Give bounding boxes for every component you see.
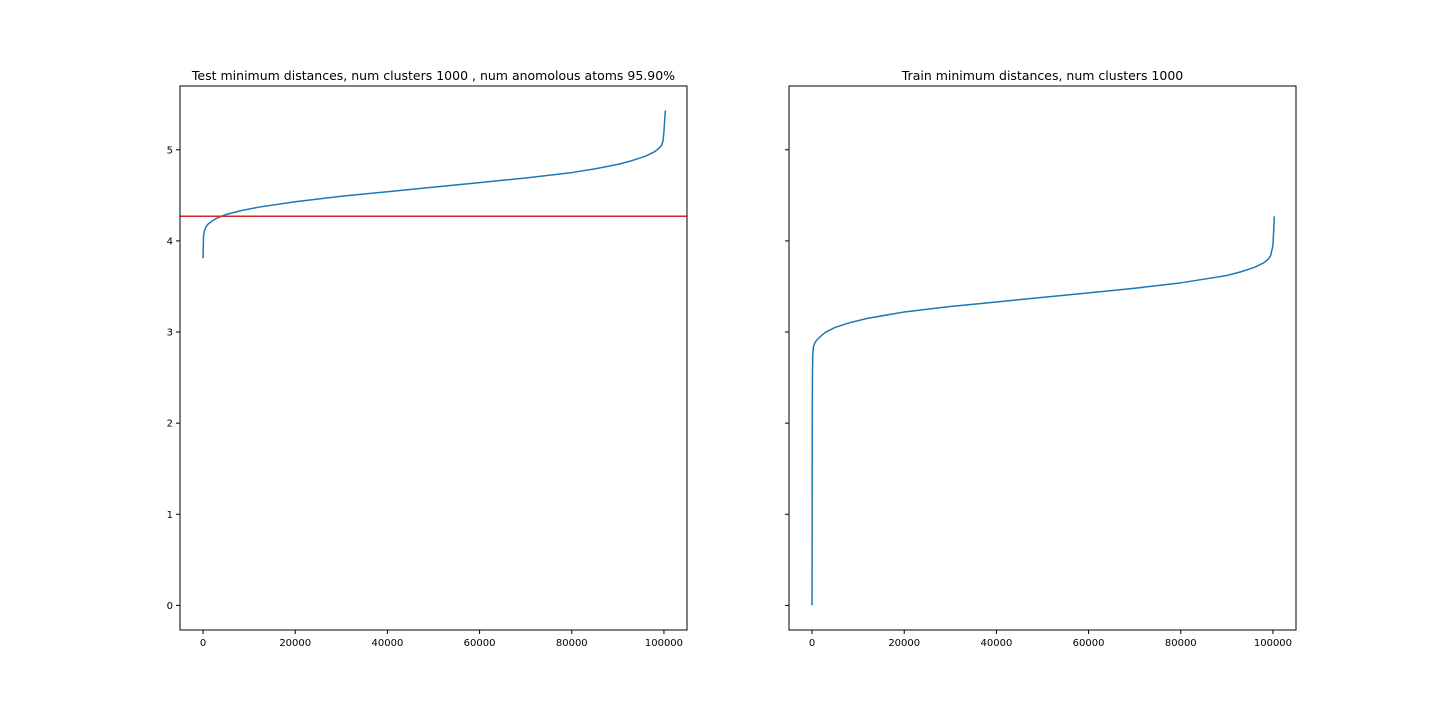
test-y-tick-label: 4 bbox=[167, 236, 173, 247]
test-x-tick-label: 0 bbox=[200, 638, 206, 649]
test-chart-title: Test minimum distances, num clusters 100… bbox=[191, 68, 675, 83]
test-x-tick-label: 60000 bbox=[464, 638, 496, 649]
test-x-axis: 0 20000 40000 60000 80000 100000 bbox=[200, 630, 683, 649]
test-y-tick-label: 5 bbox=[167, 145, 173, 156]
test-y-axis: 0 1 2 3 4 5 bbox=[167, 145, 180, 612]
test-x-tick-label: 100000 bbox=[645, 638, 683, 649]
train-axes-frame bbox=[788, 85, 1297, 631]
test-y-tick-label: 2 bbox=[167, 419, 173, 430]
test-distance-series-line bbox=[202, 110, 667, 259]
test-x-tick-label: 20000 bbox=[279, 638, 311, 649]
train-x-axis: 0 20000 40000 60000 80000 100000 bbox=[809, 630, 1292, 649]
train-x-tick-label: 60000 bbox=[1073, 638, 1105, 649]
train-x-tick-label: 100000 bbox=[1254, 638, 1292, 649]
train-x-tick-label: 20000 bbox=[888, 638, 920, 649]
train-chart-title: Train minimum distances, num clusters 10… bbox=[901, 68, 1184, 83]
test-y-tick-label: 3 bbox=[167, 328, 173, 339]
train-x-tick-label: 40000 bbox=[981, 638, 1013, 649]
train-distance-series-line bbox=[811, 216, 1276, 606]
train-plot-area bbox=[811, 216, 1276, 606]
train-y-axis bbox=[785, 149, 789, 606]
train-x-tick-label: 80000 bbox=[1165, 638, 1197, 649]
test-plot-area bbox=[180, 110, 687, 259]
train-x-tick-label: 0 bbox=[809, 638, 815, 649]
test-axes-frame bbox=[179, 85, 688, 631]
test-y-tick-label: 0 bbox=[167, 601, 173, 612]
test-subplot: Test minimum distances, num clusters 100… bbox=[167, 68, 688, 649]
test-y-tick-label: 1 bbox=[167, 510, 173, 521]
test-x-tick-label: 80000 bbox=[556, 638, 588, 649]
test-x-tick-label: 40000 bbox=[372, 638, 404, 649]
train-subplot: Train minimum distances, num clusters 10… bbox=[785, 68, 1297, 649]
